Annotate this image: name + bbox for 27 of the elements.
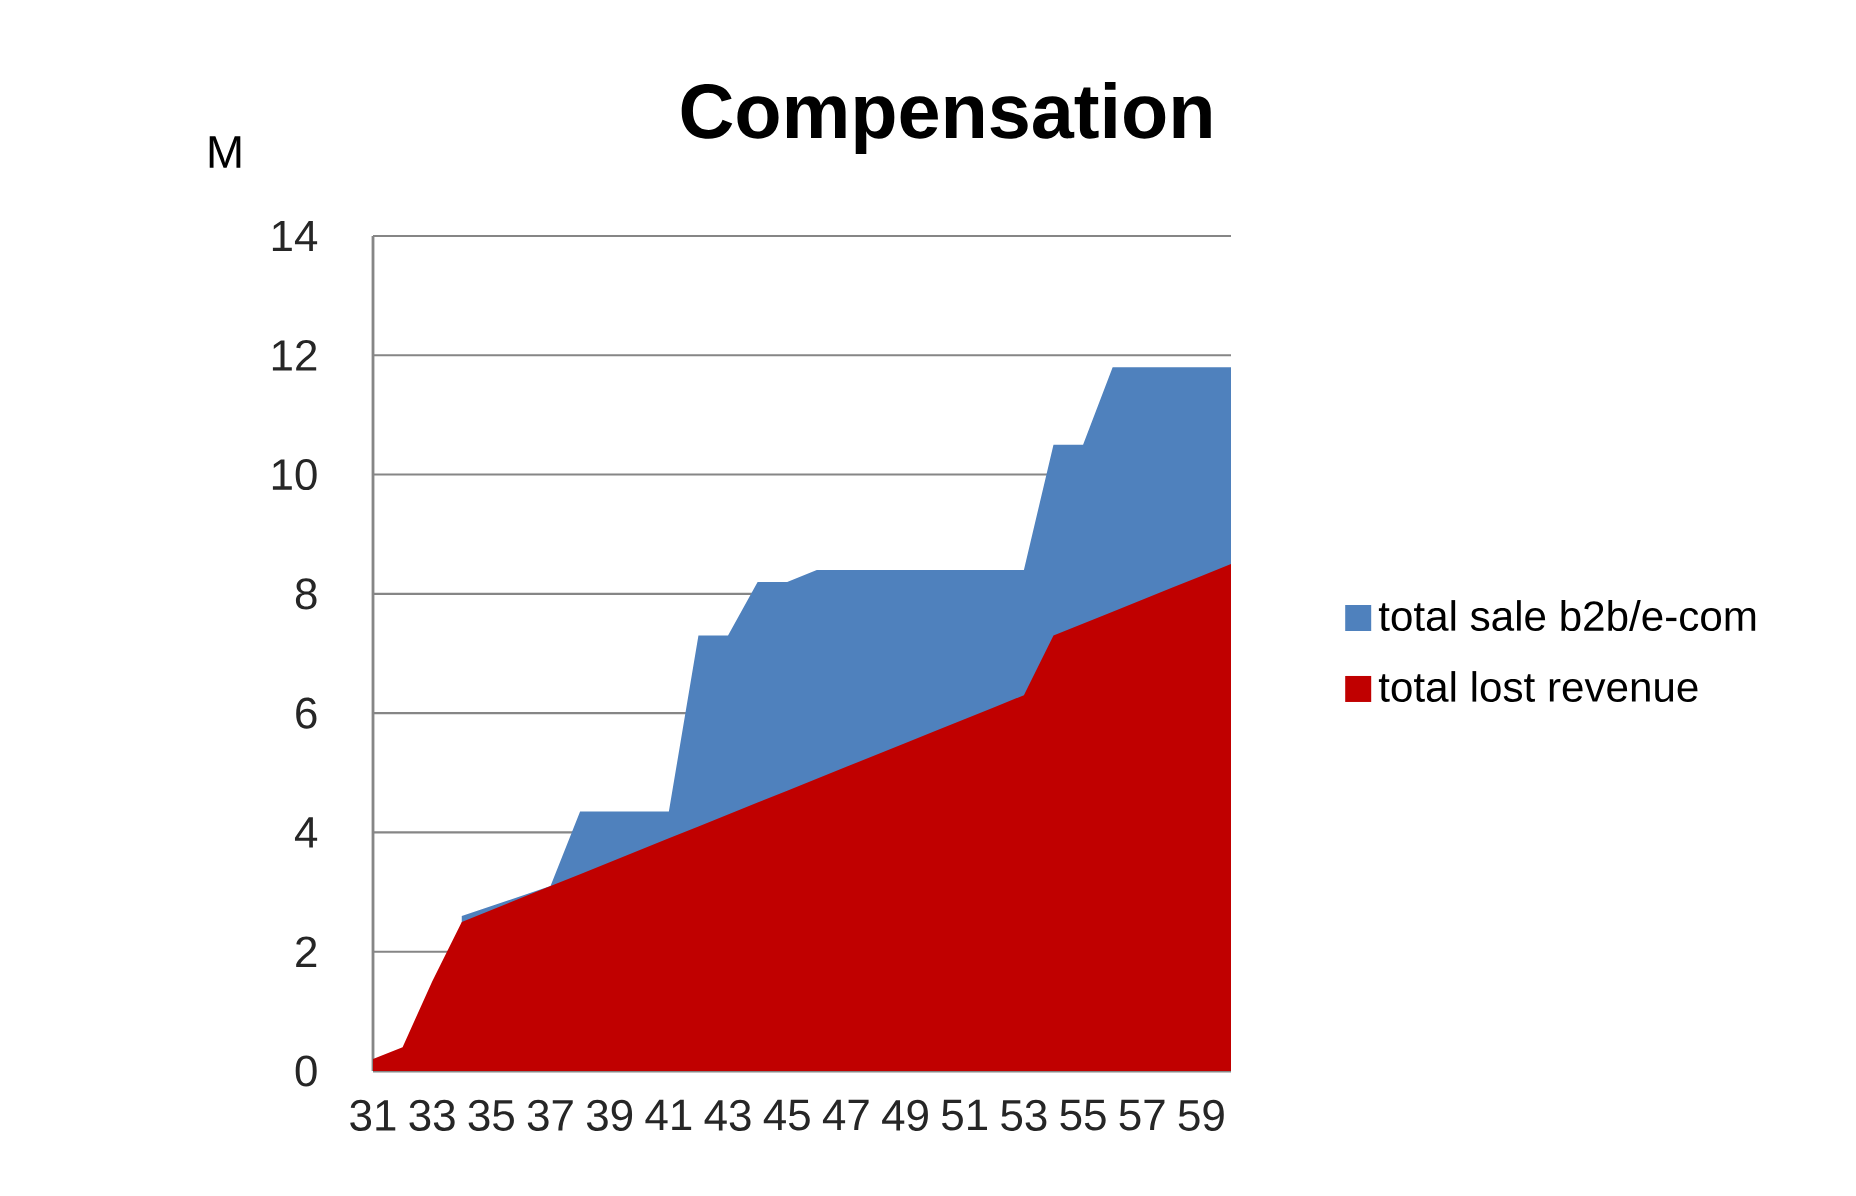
x-tick-label: 45	[763, 1099, 810, 1131]
x-tick-label: 53	[1001, 1099, 1047, 1131]
x-tick-label: 35	[468, 1099, 514, 1131]
x-tick-label: 33	[409, 1099, 455, 1131]
legend-label: total sale b2b/e-com	[1378, 600, 1756, 632]
y-tick-label: 4	[294, 817, 318, 848]
chart-title: Compensation	[681, 81, 1211, 154]
y-tick-label: 6	[296, 697, 317, 729]
x-tick-label: 57	[1119, 1099, 1165, 1131]
x-tick-label: 37	[527, 1099, 573, 1131]
x-tick-label: 55	[1060, 1099, 1106, 1131]
x-tick-label: 39	[586, 1099, 633, 1131]
y-axis-title: M	[209, 136, 241, 168]
y-tick-label: 2	[296, 936, 317, 968]
y-tick-label: 12	[272, 339, 317, 371]
y-tick-label: 8	[295, 578, 317, 610]
y-tick-label: 14	[272, 220, 318, 252]
x-tick-label: 49	[882, 1099, 928, 1131]
y-tick-label: 0	[295, 1055, 317, 1087]
x-tick-label: 41	[645, 1099, 692, 1131]
x-tick-label: 51	[942, 1099, 987, 1131]
x-tick-label: 31	[350, 1099, 396, 1131]
y-tick-label: 10	[272, 459, 317, 491]
x-tick-label: 59	[1178, 1099, 1224, 1131]
x-tick-label: 47	[822, 1099, 869, 1131]
x-tick-label: 43	[704, 1099, 751, 1131]
legend-label: total lost revenue	[1378, 671, 1698, 702]
